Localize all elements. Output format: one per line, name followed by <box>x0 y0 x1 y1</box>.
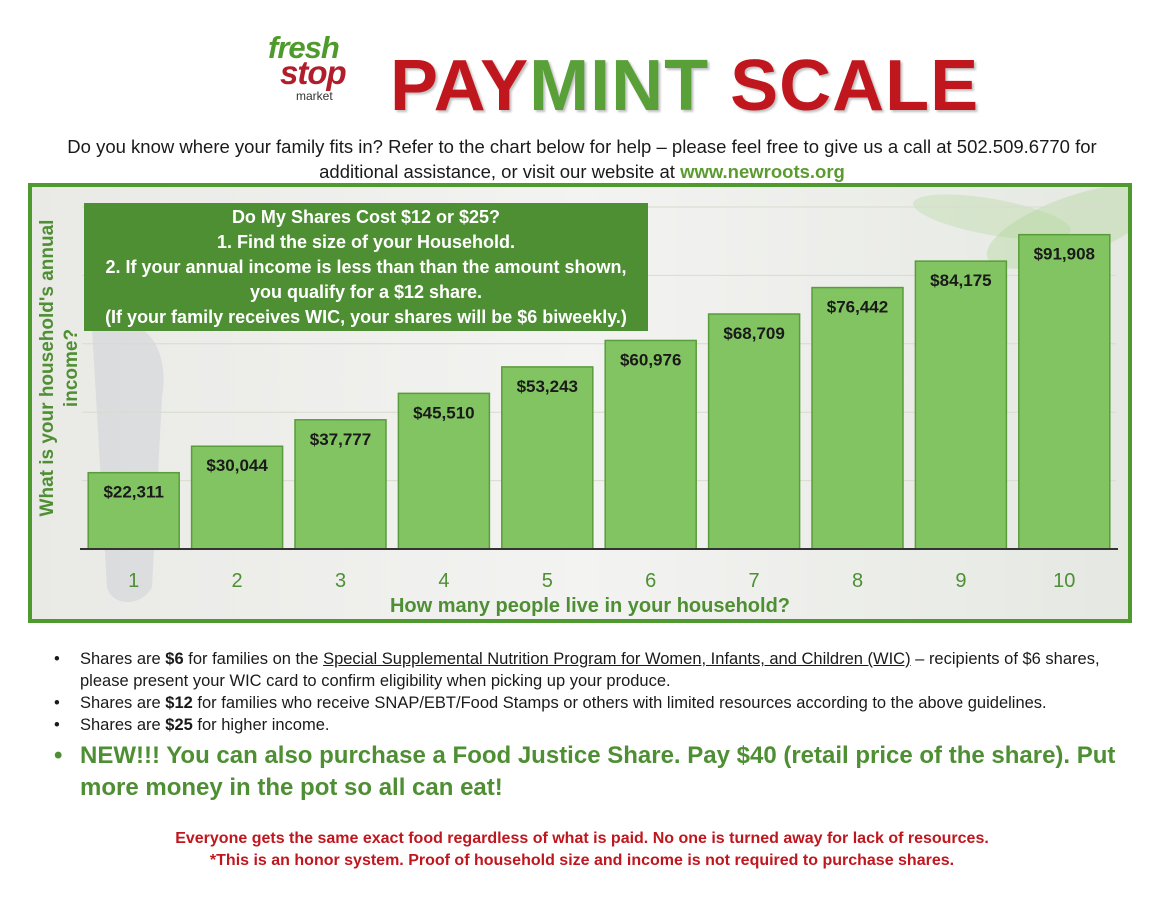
instructions-callout: Do My Shares Cost $12 or $25? 1. Find th… <box>84 203 648 331</box>
price-12: $12 <box>165 694 193 712</box>
logo-market-text: market <box>296 89 333 103</box>
chart-bars <box>87 233 1111 550</box>
bullet-food-justice-share: • NEW!!! You can also purchase a Food Ju… <box>50 740 1140 804</box>
intro-text: Do you know where your family fits in? R… <box>67 136 1097 182</box>
bar-household-2 <box>190 445 284 550</box>
x-tick-2: 2 <box>232 570 243 592</box>
wic-program-link[interactable]: Special Supplemental Nutrition Program f… <box>323 650 911 668</box>
bullet-marker: • <box>54 694 60 712</box>
x-tick-1: 1 <box>128 570 139 592</box>
bullet-text: Shares are <box>80 694 166 712</box>
y-axis-label: What is your household's annual income? <box>37 219 82 517</box>
callout-line-5: (If your family receives WIC, your share… <box>105 307 627 327</box>
bullet-higher-income: • Shares are $25 for higher income. <box>50 714 1140 736</box>
chart-frame: $22,311 $30,044 $37,777 $45,510 $53,243 $60,9… <box>28 183 1132 623</box>
x-axis-label: How many people live in your household? <box>389 595 791 617</box>
price-6: $6 <box>165 650 184 668</box>
intro-paragraph: Do you know where your family fits in? R… <box>30 134 1134 184</box>
x-tick-8: 8 <box>852 570 863 592</box>
value-label-3: $37,777 <box>310 430 371 449</box>
bullet-text: Shares are <box>80 716 166 734</box>
x-tick-5: 5 <box>542 570 553 592</box>
bar-household-4 <box>397 392 491 550</box>
logo-stop-text: stop <box>280 54 347 91</box>
bar-household-7 <box>707 313 801 550</box>
x-tick-7: 7 <box>749 570 760 592</box>
bullet-marker: • <box>54 716 60 734</box>
title-mint: MINT <box>529 46 710 126</box>
bullet-text: for families on the <box>183 650 324 668</box>
bar-household-1 <box>87 471 180 550</box>
bar-household-10 <box>1018 233 1111 550</box>
value-label-5: $53,243 <box>517 377 578 396</box>
x-tick-6: 6 <box>645 570 656 592</box>
value-label-4: $45,510 <box>413 403 474 422</box>
footer-line-2: *This is an honor system. Proof of house… <box>209 852 955 869</box>
bullet-marker: • <box>54 742 63 769</box>
chart-x-tick-labels: 1 2 3 4 5 6 7 8 9 10 <box>128 570 1075 592</box>
callout-line-2: 1. Find the size of your Household. <box>216 232 516 252</box>
bar-household-9 <box>914 260 1008 550</box>
bullet-snap: • Shares are $12 for families who receiv… <box>50 692 1140 714</box>
bullet-text: Shares are <box>80 650 166 668</box>
bullet-marker: • <box>54 650 60 668</box>
bullet-text: – recipients of $6 shares, please presen… <box>80 650 1100 690</box>
x-tick-3: 3 <box>335 570 346 592</box>
food-justice-text: NEW!!! You can also purchase a Food Just… <box>80 742 1116 801</box>
x-tick-9: 9 <box>955 570 966 592</box>
bullet-text: for families who receive SNAP/EBT/Food S… <box>192 694 1047 712</box>
bar-household-6 <box>604 339 697 550</box>
page-title: PAYMINT SCALE <box>390 46 979 126</box>
price-25: $25 <box>165 716 193 734</box>
value-label-9: $84,175 <box>930 271 991 290</box>
share-pricing-list: • Shares are $6 for families on the Spec… <box>50 648 1140 804</box>
bar-household-5 <box>501 366 594 550</box>
x-tick-4: 4 <box>438 570 449 592</box>
bar-household-3 <box>294 419 387 550</box>
bullet-wic: • Shares are $6 for families on the Spec… <box>50 648 1140 692</box>
callout-line-3: 2. If your annual income is less than th… <box>105 257 627 277</box>
bullet-text: for higher income. <box>192 716 330 734</box>
website-link[interactable]: www.newroots.org <box>680 161 845 182</box>
footer-line-1: Everyone gets the same exact food regard… <box>175 830 989 847</box>
title-pay: PAY <box>390 46 530 126</box>
callout-line-1: Do My Shares Cost $12 or $25? <box>231 207 501 227</box>
value-label-2: $30,044 <box>206 456 268 475</box>
value-label-6: $60,976 <box>620 350 681 369</box>
chart-value-labels: $22,311 $30,044 $37,777 $45,510 $53,243 $60,9… <box>103 245 1095 502</box>
fresh-stop-market-logo: fresh stop market <box>262 30 372 105</box>
title-scale: SCALE <box>730 46 980 126</box>
value-label-7: $68,709 <box>723 324 784 343</box>
value-label-10: $91,908 <box>1034 245 1095 264</box>
x-tick-10: 10 <box>1053 570 1075 592</box>
logo-fresh-text: fresh <box>268 30 340 65</box>
footer-notice: Everyone gets the same exact food regard… <box>30 828 1134 872</box>
callout-line-4: you qualify for a $12 share. <box>249 282 483 302</box>
value-label-1: $22,311 <box>103 483 164 502</box>
value-label-8: $76,442 <box>827 298 888 317</box>
bar-household-8 <box>811 286 904 550</box>
